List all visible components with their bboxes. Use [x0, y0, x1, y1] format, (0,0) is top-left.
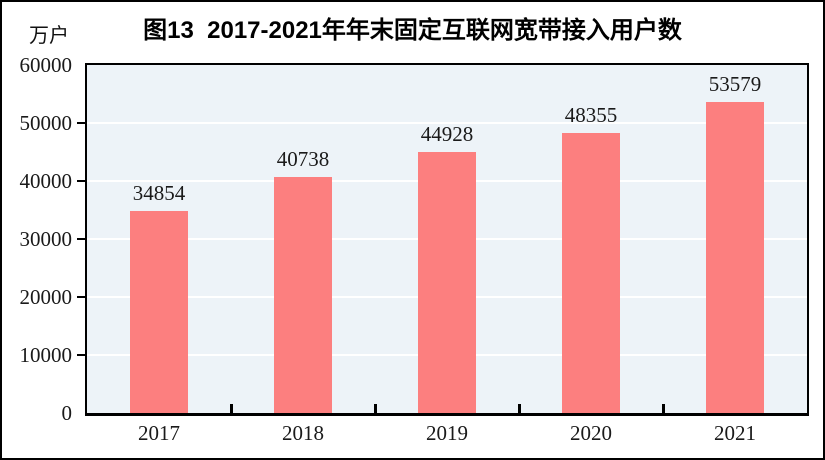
- bar-value-label: 48355: [564, 103, 618, 127]
- y-tick-label: 60000: [19, 53, 73, 77]
- bar-value-label: 53579: [708, 72, 762, 96]
- y-tick-label: 50000: [19, 111, 73, 135]
- y-axis-tick: [77, 180, 85, 182]
- x-axis-tick: [230, 404, 233, 413]
- bar: [562, 133, 620, 413]
- y-tick-label: 30000: [19, 227, 73, 251]
- x-tick-label: 2020: [570, 421, 612, 445]
- bar: [130, 211, 188, 413]
- y-axis-tick: [77, 354, 85, 356]
- y-axis-tick: [77, 238, 85, 240]
- gridline: [87, 122, 807, 124]
- x-axis-tick: [662, 404, 665, 413]
- bar: [274, 177, 332, 413]
- plot-area: 34854 40738 44928 48355 53579: [85, 63, 809, 416]
- bar-value-label: 40738: [276, 147, 330, 171]
- y-axis-unit-label: 万户: [29, 25, 69, 47]
- x-axis-tick: [374, 404, 377, 413]
- y-tick-label: 10000: [19, 343, 73, 367]
- y-axis-tick: [77, 122, 85, 124]
- x-tick-label: 2021: [714, 421, 756, 445]
- bar: [706, 102, 764, 413]
- y-tick-label: 40000: [19, 169, 73, 193]
- bar-value-label: 44928: [420, 122, 474, 146]
- y-tick-label: 0: [61, 401, 73, 425]
- x-axis-tick: [518, 404, 521, 413]
- chart-title: 图13 2017-2021年年末固定互联网宽带接入用户数: [143, 17, 682, 44]
- x-tick-label: 2019: [426, 421, 468, 445]
- x-tick-label: 2017: [138, 421, 180, 445]
- y-axis-tick: [77, 296, 85, 298]
- y-tick-label: 20000: [19, 285, 73, 309]
- bar-value-label: 34854: [132, 181, 186, 205]
- bar: [418, 152, 476, 413]
- x-tick-label: 2018: [282, 421, 324, 445]
